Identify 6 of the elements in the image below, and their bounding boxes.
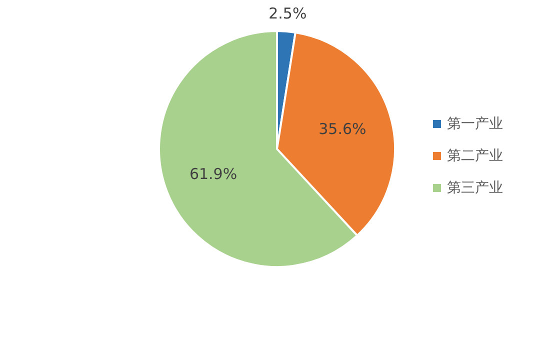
legend-label: 第一产业 [447,116,503,132]
data-label: 35.6% [318,120,366,138]
data-label: 2.5% [268,4,307,22]
legend-label: 第三产业 [447,180,503,196]
data-label: 61.9% [189,164,238,183]
legend-label: 第二产业 [447,148,503,164]
